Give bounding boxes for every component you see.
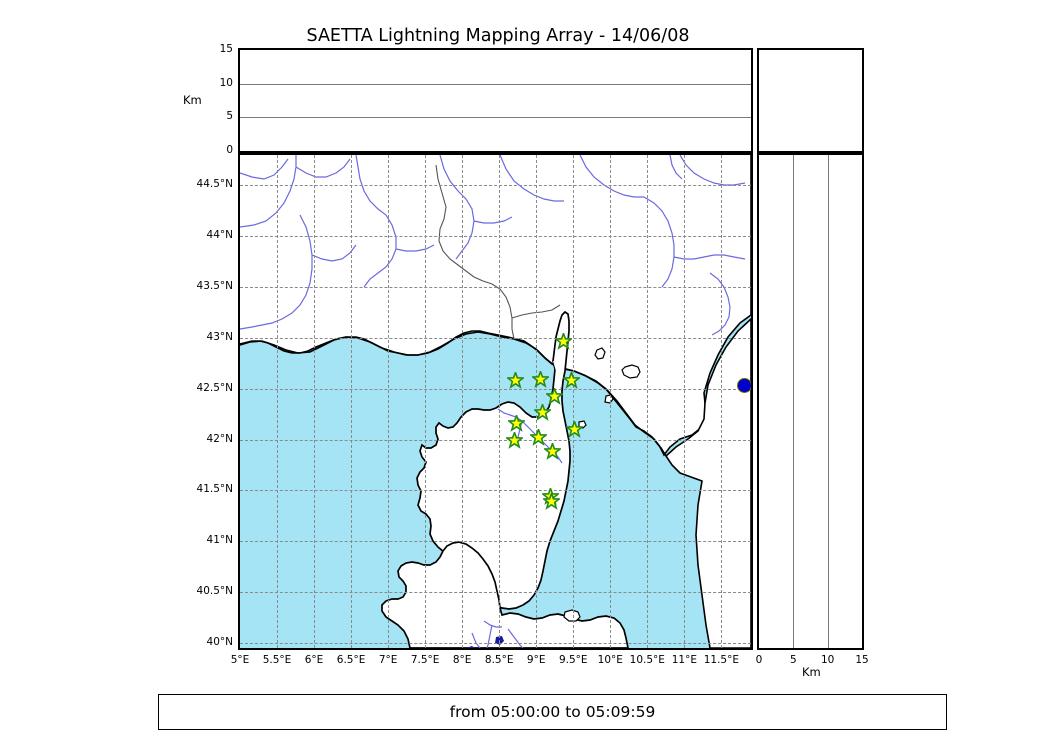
right-tick-10: 10 [820,654,835,666]
lon-tick-6°E: 6°E [304,654,324,666]
graticule-lat-40.5°N [240,592,751,594]
right-tick-5: 5 [789,654,797,666]
figure-title: SAETTA Lightning Mapping Array - 14/06/0… [306,26,690,46]
island-elba [621,364,641,379]
right-gridline-5 [793,155,795,648]
graticule-lon-7°E [388,155,390,648]
graticule-lat-44.5°N [240,185,751,187]
island-capraia [594,347,606,360]
graticule-lat-41°N [240,541,751,543]
right-tick-0: 0 [755,654,763,666]
graticule-lat-44°N [240,236,751,238]
lat-tick-42°N: 42°N [206,432,233,445]
lma-station-06[interactable] [532,401,552,421]
graticule-lat-42°N [240,439,751,441]
graticule-lat-41.5°N [240,490,751,492]
lat-tick-43.5°N: 43.5°N [196,280,233,293]
graticule-lon-9.5°E [573,155,575,648]
marker-blue-east[interactable] [736,378,751,394]
landmass-europe [240,155,751,457]
top-tick-15: 15 [219,43,233,55]
island-sardinia [381,541,629,648]
lon-tick-11.5°E: 11.5°E [703,654,739,666]
lma-station-04[interactable] [561,370,581,390]
top-tick-10: 10 [219,76,233,89]
coastline-riviera [240,331,667,457]
corner-panel[interactable] [757,48,864,153]
graticule-lon-6.5°E [351,155,353,648]
coastline-italy-east [664,317,751,648]
lat-tick-40.5°N: 40.5°N [196,585,233,598]
top-tick-0: 0 [226,144,233,156]
graticule-lon-7.5°E [425,155,427,648]
lat-tick-41°N: 41°N [206,534,233,547]
cap-corse [552,310,570,392]
graticule-lon-10.5°E [647,155,649,648]
graticule-lon-11.5°E [721,155,723,648]
country-borders [435,164,515,340]
graticule-lat-43.5°N [240,287,751,289]
lma-station-03[interactable] [530,369,551,389]
map-panel[interactable] [238,153,753,650]
lma-station-05[interactable] [544,386,565,406]
island-maddalena [563,609,581,622]
lat-tick-44°N: 44°N [206,229,233,242]
lon-tick-5.5°E: 5.5°E [262,654,292,666]
lma-station-01[interactable] [553,330,574,350]
lma-station-13[interactable] [541,491,562,510]
graticule-lon-10°E [610,155,612,648]
graticule-lon-9°E [536,155,538,648]
graticule-lon-6°E [314,155,316,648]
graticule-lon-8°E [462,155,464,648]
lat-tick-40°N: 40°N [206,635,233,648]
lat-tick-42.5°N: 42.5°N [196,381,233,394]
lon-tick-10°E: 10°E [597,654,623,666]
graticule-lat-42.5°N [240,388,751,390]
lon-tick-8°E: 8°E [452,654,472,666]
lma-station-07[interactable] [506,413,527,432]
right-gridline-10 [827,155,829,648]
altitude-top-panel[interactable] [238,48,753,153]
top-tick-5: 5 [226,110,233,123]
graticule-lat-40°N [240,642,751,644]
lon-tick-7°E: 7°E [378,654,398,666]
lat-tick-41.5°N: 41.5°N [196,483,233,496]
graticule-lat-43°N [240,337,751,339]
lon-tick-11°E: 11°E [671,654,697,666]
lma-station-10[interactable] [504,430,524,449]
top-gridline-10 [240,83,751,85]
lon-tick-7.5°E: 7.5°E [410,654,440,666]
lma-station-09[interactable] [528,427,549,446]
lon-tick-9.5°E: 9.5°E [558,654,588,666]
lma-station-02[interactable] [505,370,526,390]
lon-tick-6.5°E: 6.5°E [336,654,366,666]
lat-tick-43°N: 43°N [206,330,233,343]
top-gridline-5 [240,117,751,119]
time-range-bar: from 05:00:00 to 05:09:59 [158,694,947,730]
right-panel-axis-label: Km [802,665,821,679]
lon-tick-9°E: 9°E [526,654,546,666]
lat-tick-44.5°N: 44.5°N [196,178,233,191]
graticule-lon-11°E [684,155,686,648]
graticule-lon-5.5°E [277,155,279,648]
time-range-text: from 05:00:00 to 05:09:59 [449,703,656,721]
graticule-lon-8.5°E [499,155,501,648]
altitude-right-panel[interactable] [757,153,864,650]
lon-tick-5°E: 5°E [230,654,250,666]
lon-tick-8.5°E: 8.5°E [484,654,514,666]
map-canvas [240,155,751,648]
lma-station-11[interactable] [542,441,563,461]
lon-tick-10.5°E: 10.5°E [629,654,665,666]
top-panel-axis-label: Km [183,93,202,107]
lma-station-08[interactable] [564,419,585,438]
map-geography [240,155,751,648]
right-tick-15: 15 [855,654,869,666]
